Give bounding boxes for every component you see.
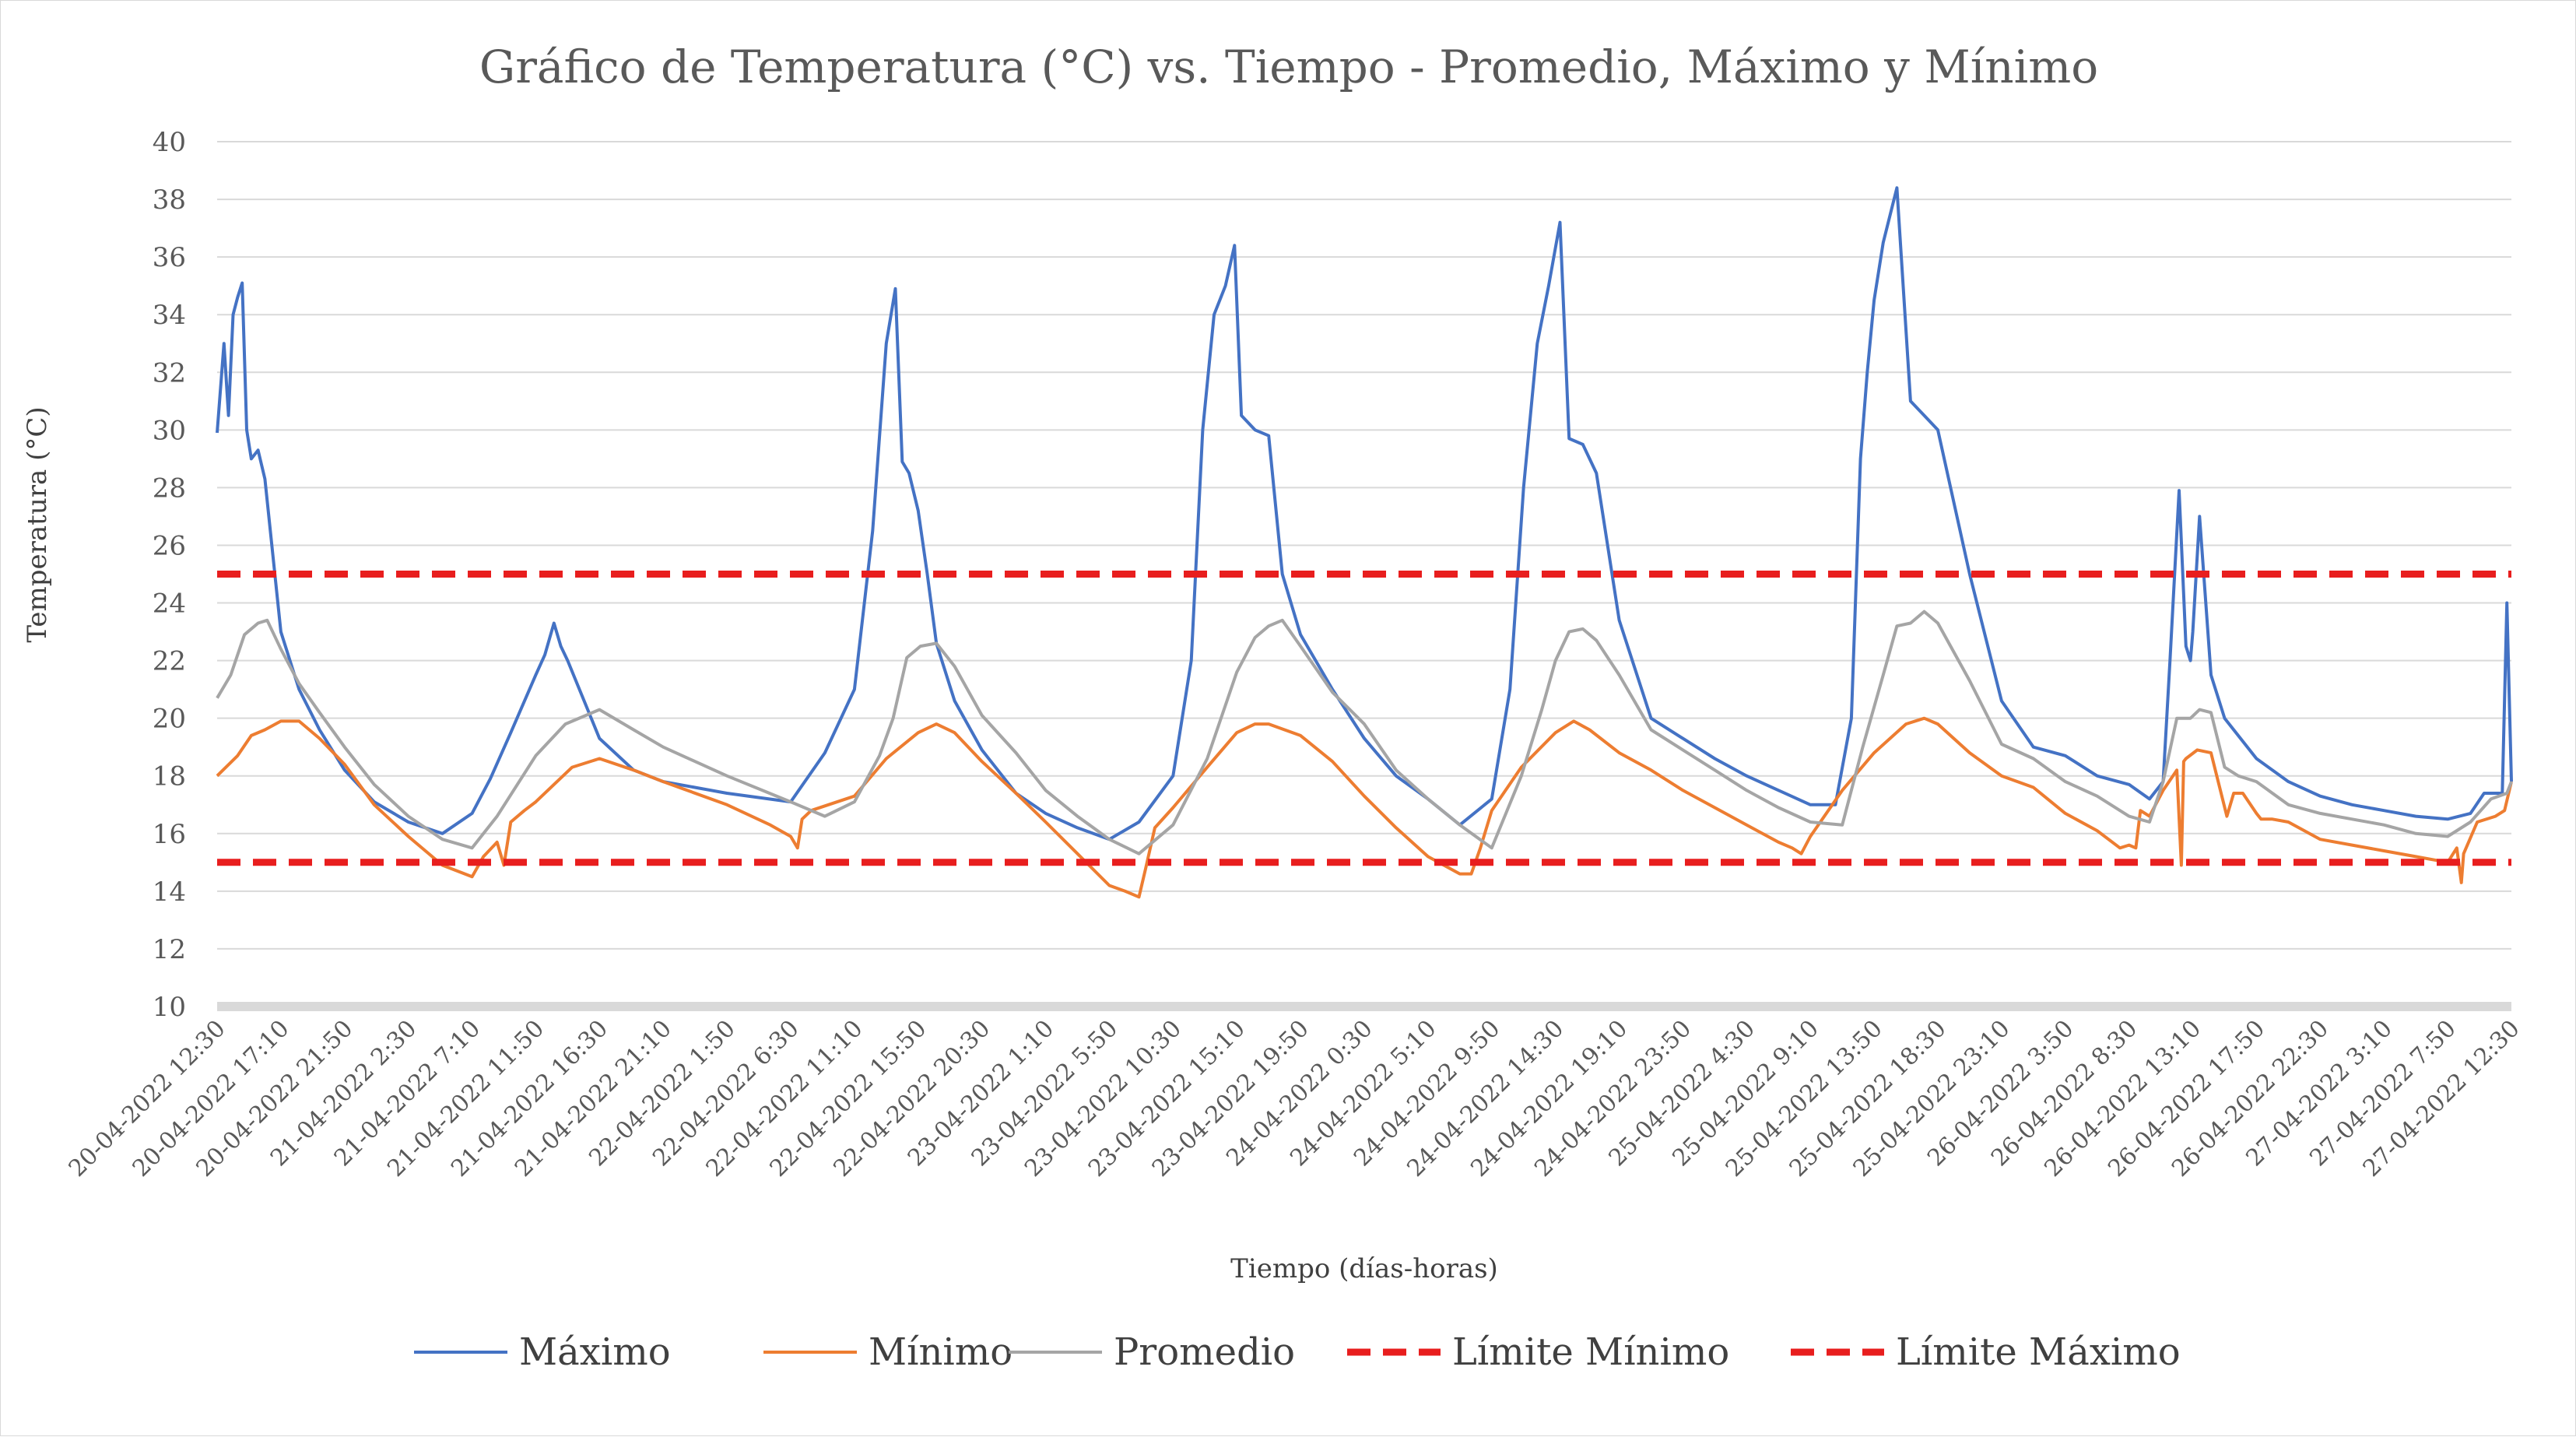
y-tick-label: 32 <box>153 357 186 388</box>
y-tick-label: 10 <box>153 992 186 1023</box>
legend-label-limite-maximo: Límite Máximo <box>1896 1330 2181 1374</box>
y-tick-label: 14 <box>153 877 186 908</box>
legend-label-limite-minimo: Límite Mínimo <box>1452 1330 1729 1374</box>
y-tick-label: 40 <box>153 127 186 158</box>
y-tick-label: 18 <box>153 761 186 792</box>
y-axis-ticks: 10 12 14 16 18 20 22 24 26 28 30 32 34 36 38 40 <box>153 127 186 1023</box>
x-axis-title: Tiempo (días-horas) <box>1230 1253 1498 1284</box>
y-tick-label: 34 <box>153 300 186 331</box>
y-tick-label: 16 <box>153 819 186 850</box>
y-tick-label: 26 <box>153 530 186 561</box>
chart-title: Gráfico de Temperatura (°C) vs. Tiempo -… <box>479 40 2098 93</box>
y-tick-label: 36 <box>153 242 186 273</box>
y-tick-label: 12 <box>153 934 186 965</box>
series-line-maximo <box>216 186 2513 841</box>
y-axis-title: Temperatura (°C) <box>22 406 53 642</box>
legend-label-minimo: Mínimo <box>869 1330 1013 1374</box>
legend-label-promedio: Promedio <box>1114 1330 1295 1374</box>
series-line-promedio <box>216 610 2513 856</box>
y-tick-label: 20 <box>153 704 186 735</box>
legend-label-maximo: Máximo <box>519 1330 671 1374</box>
legend: Máximo Mínimo Promedio Límite Mínimo Límite … <box>414 1330 2181 1374</box>
series-line-minimo <box>216 716 2513 899</box>
gridlines <box>217 141 2511 1011</box>
y-tick-label: 22 <box>153 646 186 677</box>
y-tick-label: 30 <box>153 415 186 446</box>
y-tick-label: 38 <box>153 184 186 216</box>
y-tick-label: 28 <box>153 473 186 504</box>
y-tick-label: 24 <box>153 589 186 620</box>
series-lines <box>216 186 2513 899</box>
